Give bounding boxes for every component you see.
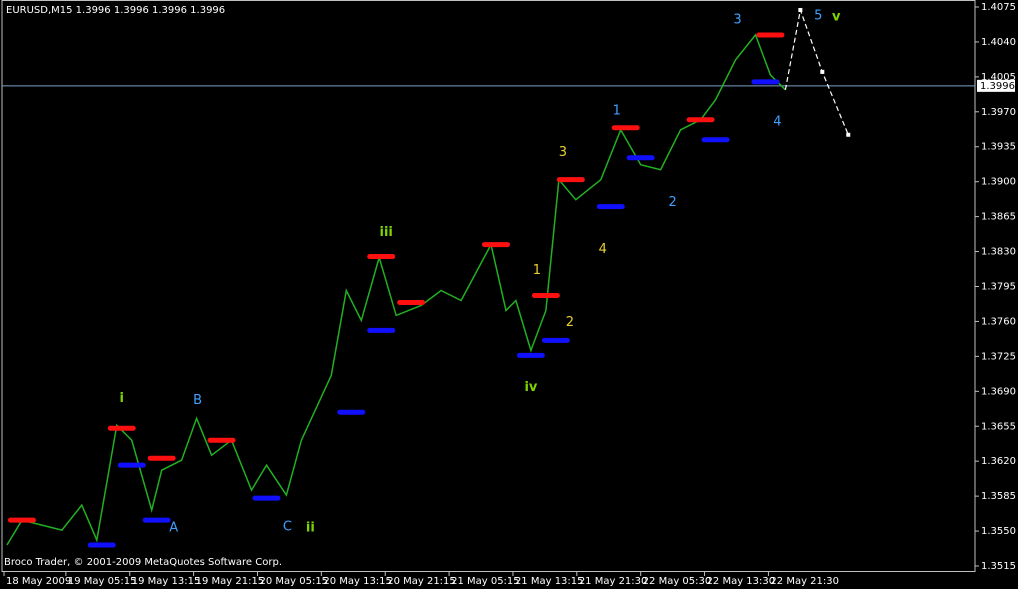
level-marker (481, 242, 510, 248)
wave-label: C (283, 520, 292, 535)
projection-point (846, 132, 851, 137)
y-tick-label: 1.3585 (981, 491, 1016, 502)
y-tick-label: 1.4075 (981, 2, 1016, 13)
level-marker (367, 327, 396, 333)
level-marker (541, 337, 570, 343)
level-marker (107, 425, 136, 431)
current-price-label: 1.3996 (980, 81, 1015, 92)
level-marker (147, 455, 176, 461)
y-tick-label: 1.4040 (981, 37, 1016, 48)
y-tick-label: 1.3655 (981, 421, 1016, 432)
wave-label: 4 (773, 114, 781, 129)
level-marker (556, 177, 585, 183)
x-tick-label: 19 May 13:15 (132, 576, 201, 587)
x-tick-label: 22 May 21:30 (770, 576, 839, 587)
wave-label: 5 (814, 8, 822, 23)
wave-label: 4 (599, 242, 607, 257)
level-marker (207, 437, 236, 443)
wave-label: 2 (566, 315, 574, 330)
y-tick-label: 1.3795 (981, 281, 1016, 292)
footer: Broco Trader, © 2001-2009 MetaQuotes Sof… (4, 557, 282, 568)
y-tick-label: 1.3900 (981, 177, 1016, 188)
level-marker (686, 117, 715, 123)
projection-point (798, 7, 803, 12)
wave-label: 3 (733, 12, 741, 27)
plot-frame (1, 0, 976, 572)
x-tick-label: 20 May 21:15 (387, 576, 456, 587)
level-marker (701, 137, 730, 143)
x-tick-label: 22 May 13:30 (707, 576, 776, 587)
wave-label: ii (306, 521, 315, 536)
y-tick-label: 1.3970 (981, 107, 1016, 118)
chart-title: EURUSD,M15 1.3996 1.3996 1.3996 1.3996 (6, 5, 225, 16)
x-tick-label: 22 May 05:30 (643, 576, 712, 587)
y-tick-label: 1.3690 (981, 386, 1016, 397)
wave-label: v (832, 9, 841, 24)
wave-label: 3 (559, 145, 567, 160)
x-tick-label: 20 May 05:15 (259, 576, 328, 587)
level-marker (142, 517, 171, 523)
level-marker (516, 352, 545, 358)
current-price-box (977, 79, 1015, 92)
wave-label: 1 (613, 103, 621, 118)
wave-label: 1 (533, 263, 541, 278)
y-tick-label: 1.3830 (981, 247, 1016, 258)
y-tick-label: 1.3515 (981, 561, 1016, 572)
y-tick-label: 1.3725 (981, 351, 1016, 362)
level-marker (252, 495, 281, 501)
wave-label: i (120, 391, 124, 406)
projection-point (820, 69, 825, 74)
price-line (6, 33, 786, 546)
x-tick-label: 19 May 21:15 (196, 576, 265, 587)
x-tick-label: 21 May 05:15 (451, 576, 520, 587)
level-marker (397, 299, 426, 305)
level-marker (626, 155, 655, 161)
x-tick-label: 20 May 13:15 (323, 576, 392, 587)
level-marker (367, 254, 396, 260)
y-tick-label: 1.4005 (981, 72, 1016, 83)
wave-label: iv (524, 380, 537, 395)
x-tick-label: 19 May 05:15 (68, 576, 137, 587)
wave-label: A (169, 521, 178, 536)
x-tick-label: 21 May 13:15 (515, 576, 584, 587)
level-marker (611, 125, 640, 131)
level-marker (7, 517, 36, 523)
projection-line (784, 7, 849, 136)
wave-label: 2 (668, 195, 676, 210)
level-marker (751, 79, 780, 85)
level-marker (756, 32, 785, 38)
level-marker (117, 462, 146, 468)
wave-label: iii (380, 225, 393, 240)
level-marker (596, 204, 625, 210)
y-tick-label: 1.3620 (981, 456, 1016, 467)
level-marker (531, 292, 560, 298)
y-tick-label: 1.3935 (981, 142, 1016, 153)
y-tick-label: 1.3550 (981, 526, 1016, 537)
level-marker (87, 542, 116, 548)
y-tick-label: 1.3760 (981, 316, 1016, 327)
x-tick-label: 18 May 2009 (6, 576, 71, 587)
level-marker (337, 409, 366, 415)
x-tick-label: 21 May 21:30 (579, 576, 648, 587)
y-tick-label: 1.3865 (981, 212, 1016, 223)
wave-label: B (193, 393, 202, 408)
